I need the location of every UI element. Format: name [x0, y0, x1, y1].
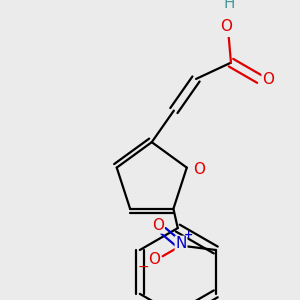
Text: O: O	[193, 162, 205, 177]
Text: −: −	[138, 260, 149, 274]
Text: H: H	[224, 0, 236, 11]
Text: O: O	[148, 252, 160, 267]
Text: N: N	[175, 236, 187, 251]
Text: O: O	[220, 19, 232, 34]
Text: O: O	[152, 218, 164, 233]
Text: +: +	[184, 230, 194, 240]
Text: O: O	[262, 71, 274, 86]
